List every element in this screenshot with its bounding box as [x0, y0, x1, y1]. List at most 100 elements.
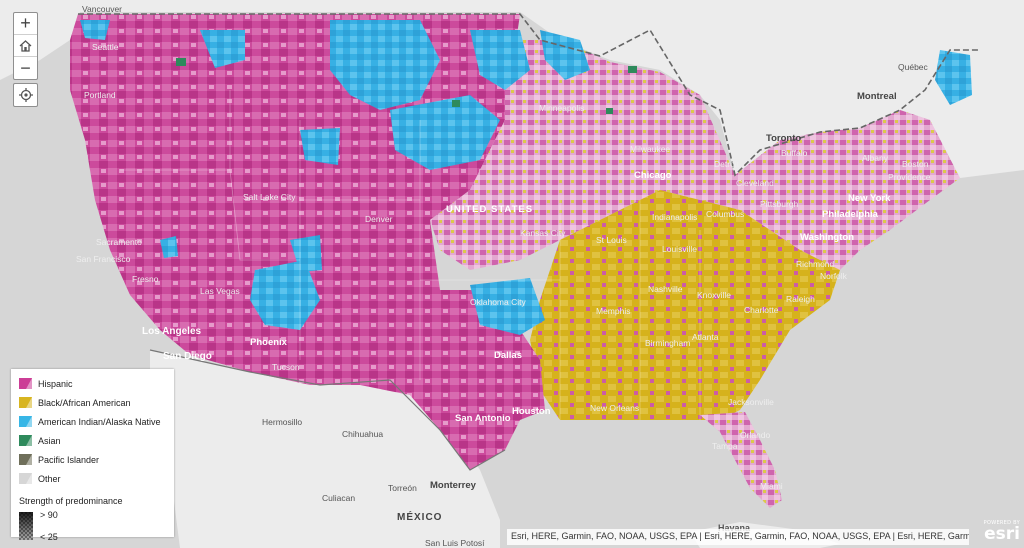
strength-title: Strength of predominance [19, 496, 123, 506]
label-united-states: UNITED STATES [446, 204, 533, 215]
home-icon [19, 39, 32, 52]
esri-wordmark: esri [984, 524, 1020, 544]
zoom-out-button[interactable]: − [20, 57, 31, 78]
legend-label: Asian [38, 435, 61, 446]
legend-label: American Indian/Alaska Native [38, 416, 161, 427]
label-new-orleans: New Orleans [590, 403, 639, 413]
label-norfolk: Norfolk [820, 271, 848, 281]
label-toronto: Toronto [766, 133, 801, 144]
label-san-luis-potosi: San Luis Potosí [425, 538, 485, 548]
label-memphis: Memphis [596, 306, 630, 316]
label-san-francisco: San Francisco [76, 254, 131, 264]
label-albany: Albany [862, 153, 889, 163]
legend-item: Black/African American [19, 393, 166, 412]
label-kansas-city: Kansas City [520, 228, 566, 238]
label-sacramento: Sacramento [96, 237, 142, 247]
legend-items: Hispanic Black/African American American I… [19, 374, 166, 488]
texas-region [410, 290, 545, 470]
powered-by-label: POWERED BY [983, 520, 1020, 526]
label-los-angeles: Los Angeles [142, 326, 202, 337]
legend-swatch [19, 435, 32, 446]
legend-swatch [19, 378, 32, 389]
label-mexico: MÉXICO [397, 510, 442, 523]
label-detroit: Detroit [714, 159, 740, 169]
label-vancouver: Vancouver [82, 4, 122, 14]
legend-item: Asian [19, 431, 166, 450]
us-central-mixed [430, 40, 960, 270]
label-san-antonio: San Antonio [455, 413, 511, 424]
label-philadelphia: Philadelphia [822, 209, 879, 220]
label-indianapolis: Indianapolis [652, 212, 697, 222]
locate-icon [18, 88, 33, 102]
label-louisville: Louisville [662, 244, 697, 254]
label-fresno: Fresno [132, 274, 159, 284]
strength-low-label: < 25 [40, 532, 58, 542]
label-buffalo: Buffalo [781, 148, 808, 158]
label-cleveland: Cleveland [736, 178, 774, 188]
label-pittsburgh: Pittsburgh [760, 199, 799, 209]
label-miami: Miami [760, 481, 783, 491]
label-phoenix: Phoenix [250, 337, 288, 348]
legend-item: Other [19, 469, 166, 488]
label-culiacan: Culiacan [322, 493, 355, 503]
label-tampa: Tampa [712, 441, 738, 451]
legend-item: Pacific Islander [19, 450, 166, 469]
attribution-bar[interactable]: Esri, HERE, Garmin, FAO, NOAA, USGS, EPA… [507, 529, 969, 545]
legend-swatch [19, 454, 32, 465]
label-san-diego: San Diego [163, 351, 212, 362]
legend-item: American Indian/Alaska Native [19, 412, 166, 431]
strength-scale: > 90 < 25 [19, 510, 166, 542]
legend-label: Other [38, 473, 61, 484]
label-quebec: Québec [898, 62, 929, 72]
place-labels: Vancouver Seattle Portland Salt Lake Cit… [76, 4, 931, 548]
label-dallas: Dallas [494, 350, 522, 361]
zoom-in-button[interactable]: + [14, 13, 37, 35]
strength-gradient [19, 512, 33, 540]
label-tucson: Tucson [272, 362, 300, 372]
label-chihuahua: Chihuahua [342, 429, 383, 439]
canada-land [0, 0, 1024, 178]
asian-regions [176, 58, 637, 114]
locate-button[interactable] [13, 83, 38, 107]
legend-swatch [19, 473, 32, 484]
legend-label: Black/African American [38, 397, 131, 408]
florida-region [700, 412, 782, 508]
label-montreal: Montreal [857, 91, 897, 102]
us-mexico-border [149, 349, 506, 471]
label-st-louis: St Louis [596, 235, 627, 245]
label-portland: Portland [84, 90, 116, 100]
home-button[interactable] [14, 35, 37, 57]
label-seattle: Seattle [92, 42, 119, 52]
label-las-vegas: Las Vegas [200, 286, 240, 296]
legend-label: Pacific Islander [38, 454, 100, 465]
legend-panel: Hispanic Black/African American American I… [11, 369, 174, 542]
label-raleigh: Raleigh [786, 294, 815, 304]
label-charlotte: Charlotte [744, 305, 779, 315]
label-milwaukee: Milwaukee [630, 144, 670, 154]
label-houston: Houston [512, 406, 551, 417]
label-nashville: Nashville [648, 284, 683, 294]
label-washington: Washington [800, 232, 854, 243]
label-providence: Providence [888, 172, 931, 182]
state-borders [120, 90, 701, 420]
label-monterrey: Monterrey [430, 480, 477, 491]
label-denver: Denver [365, 214, 393, 224]
esri-logo[interactable]: POWERED BY esri [976, 520, 1020, 544]
label-boston: Boston [902, 159, 929, 169]
label-salt-lake-city: Salt Lake City [243, 192, 296, 202]
label-oklahoma-city: Oklahoma City [470, 297, 526, 307]
label-atlanta: Atlanta [692, 332, 719, 342]
label-chicago: Chicago [634, 170, 672, 181]
label-birmingham: Birmingham [645, 338, 690, 348]
label-columbus: Columbus [706, 209, 744, 219]
native-regions [80, 20, 972, 335]
us-southeast-region [530, 190, 840, 420]
label-new-york: New York [848, 193, 891, 204]
label-orlando: Orlando [740, 430, 771, 440]
label-jacksonville: Jacksonville [728, 397, 774, 407]
strength-high-label: > 90 [40, 510, 58, 520]
baja-land [170, 372, 260, 530]
label-hermosillo: Hermosillo [262, 417, 302, 427]
label-richmond: Richmond [796, 259, 835, 269]
